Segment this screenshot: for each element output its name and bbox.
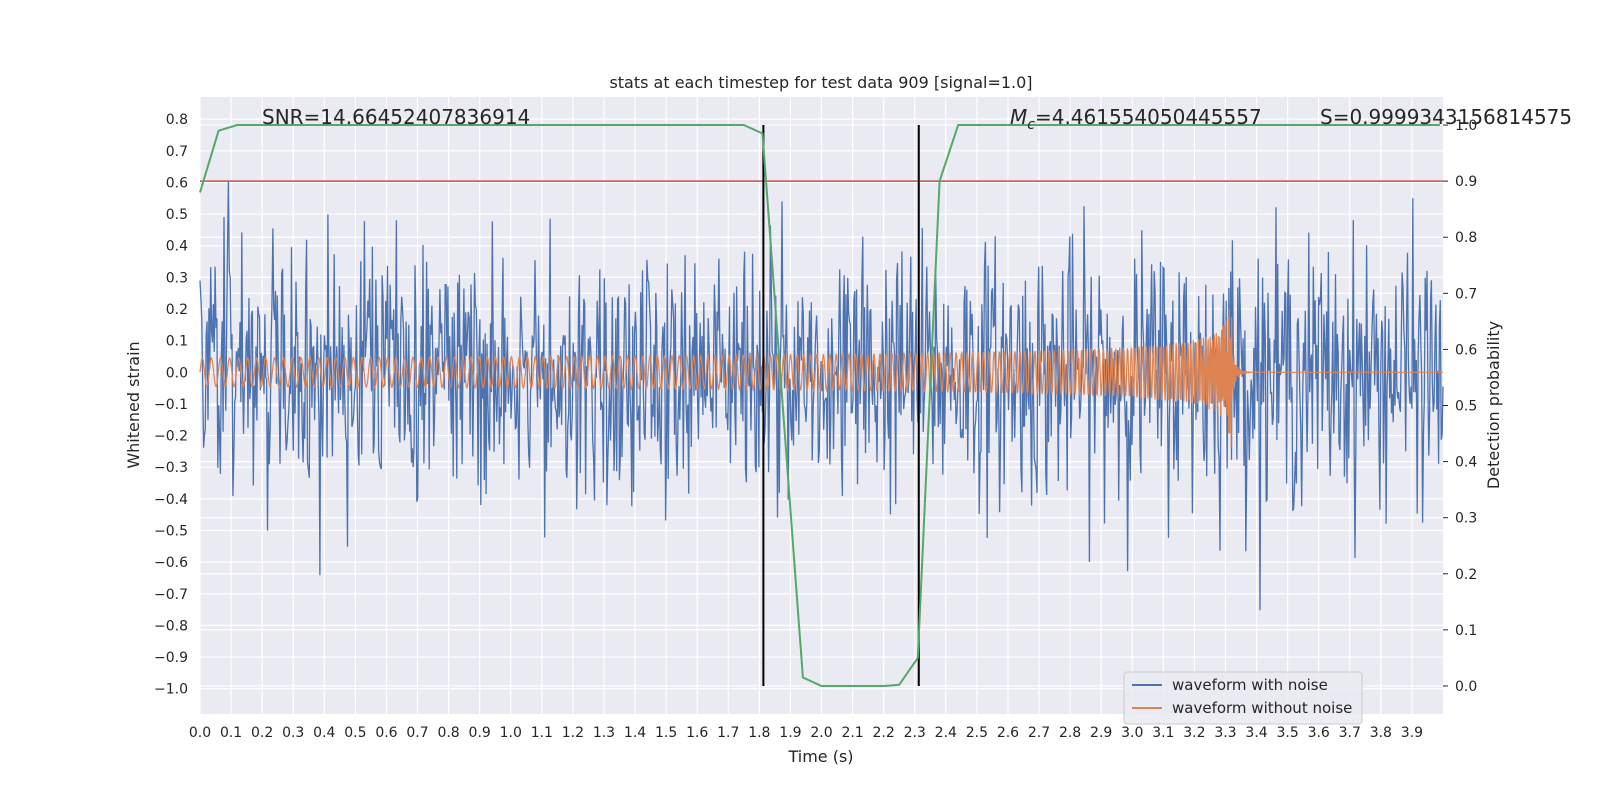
series-detection-probability	[199, 124, 1440, 687]
y-tick-label: 0.4	[166, 239, 188, 255]
y2-tick-label: 0.0	[1455, 679, 1477, 695]
x-tick-label: 2.0	[810, 725, 832, 741]
x-tick-label: 2.5	[966, 725, 988, 741]
legend: waveform with noise waveform without noi…	[1123, 671, 1363, 725]
x-tick-label: 1.1	[531, 725, 553, 741]
y-tick-label: −0.4	[154, 492, 188, 508]
x-tick-label: 2.3	[904, 725, 926, 741]
x-tick-label: 1.6	[686, 725, 708, 741]
x-tick-label: 0.4	[313, 725, 335, 741]
s-annotation: S=0.9999343156814575	[1320, 105, 1572, 129]
y-axis-label: Whitened strain	[124, 341, 143, 468]
y2-tick-label: 0.6	[1455, 342, 1477, 358]
y-tick-label: 0.7	[166, 144, 188, 160]
x-tick-label: 3.0	[1121, 725, 1143, 741]
chirp-mass-symbol: M	[1010, 105, 1027, 129]
x-tick-label: 3.6	[1308, 725, 1330, 741]
chart-title: stats at each timestep for test data 909…	[609, 73, 1032, 92]
x-tick-label: 2.1	[841, 725, 863, 741]
x-tick-label: 2.7	[1028, 725, 1050, 741]
y2-tick-label: 0.1	[1455, 623, 1477, 639]
legend-box	[1123, 671, 1363, 725]
chirp-mass-annotation: Mc=4.461554050445557	[1010, 105, 1262, 133]
overlay-layer	[199, 124, 1443, 687]
y-tick-label: 0.1	[166, 334, 188, 350]
y-tick-label: 0.8	[166, 112, 188, 128]
y2-tick-label: 0.9	[1455, 174, 1477, 190]
y-tick-label: −0.3	[154, 460, 188, 476]
x-tick-label: 3.7	[1339, 725, 1361, 741]
grid	[199, 97, 1443, 714]
y-tick-label: −1.0	[154, 682, 188, 698]
x-tick-label: 1.9	[779, 725, 801, 741]
x-tick-label: 2.2	[873, 725, 895, 741]
y2-tick-label: 0.8	[1455, 230, 1477, 246]
x-tick-label: 1.3	[593, 725, 615, 741]
chirp-mass-value: =4.461554050445557	[1035, 105, 1262, 129]
x-tick-label: 2.6	[997, 725, 1019, 741]
y-tick-label: −0.2	[154, 429, 188, 445]
y-tick-label: −0.5	[154, 523, 188, 539]
x-tick-label: 3.9	[1401, 725, 1423, 741]
x-axis-label: Time (s)	[787, 747, 853, 766]
x-tick-label: 0.3	[282, 725, 304, 741]
x-tick-label: 1.4	[624, 725, 646, 741]
x-tick-label: 0.5	[344, 725, 366, 741]
tick-layer: 0.0 0.1 0.2 0.3 0.4 0.5 0.6 0.7 0.8 0.9 1.0 1.1 1.2 1…	[154, 112, 1477, 741]
x-tick-label: 1.5	[655, 725, 677, 741]
x-tick-label: 3.3	[1214, 725, 1236, 741]
x-tick-label: 1.7	[717, 725, 739, 741]
series-waveform-without-noise	[199, 308, 1443, 448]
y-tick-label: −0.6	[154, 555, 188, 571]
x-tick-label: 0.0	[189, 725, 211, 741]
y2-tick-label: 0.3	[1455, 511, 1477, 527]
x-tick-label: 2.4	[935, 725, 957, 741]
y2-tick-label: 0.2	[1455, 567, 1477, 583]
y-tick-label: −0.1	[154, 397, 188, 413]
x-tick-label: 1.0	[500, 725, 522, 741]
snr-annotation: SNR=14.66452407836914	[262, 105, 530, 129]
y-tick-label: 0.6	[166, 175, 188, 191]
y-tick-label: 0.0	[166, 365, 188, 381]
x-tick-label: 0.9	[469, 725, 491, 741]
chirp-mass-subscript: c	[1027, 117, 1035, 133]
x-tick-label: 1.2	[562, 725, 584, 741]
y-tick-label: 0.2	[166, 302, 188, 318]
x-tick-label: 3.8	[1370, 725, 1392, 741]
x-tick-label: 0.8	[437, 725, 459, 741]
y2-tick-label: 0.5	[1455, 399, 1477, 415]
y2-tick-label: 0.4	[1455, 455, 1477, 471]
x-tick-label: 3.1	[1152, 725, 1174, 741]
x-tick-label: 2.8	[1059, 725, 1081, 741]
x-tick-label: 1.8	[748, 725, 770, 741]
y-tick-label: 0.3	[166, 270, 188, 286]
x-tick-label: 0.6	[375, 725, 397, 741]
y2-tick-label: 0.7	[1455, 286, 1477, 302]
x-tick-label: 3.4	[1245, 725, 1267, 741]
x-tick-label: 3.5	[1276, 725, 1298, 741]
y-tick-label: −0.9	[154, 650, 188, 666]
series-layer	[199, 181, 1444, 611]
legend-label-noise: waveform with noise	[1172, 676, 1328, 694]
x-tick-label: 0.1	[220, 725, 242, 741]
y-tick-label: −0.8	[154, 618, 188, 634]
x-tick-label: 3.2	[1183, 725, 1205, 741]
x-tick-label: 0.2	[251, 725, 273, 741]
y-tick-label: −0.7	[154, 587, 188, 603]
x-tick-label: 2.9	[1090, 725, 1112, 741]
y2-tick-label: 1.0	[1455, 118, 1477, 134]
legend-label-clean: waveform without noise	[1172, 699, 1352, 717]
x-tick-label: 0.7	[406, 725, 428, 741]
y-tick-label: 0.5	[166, 207, 188, 223]
y2-axis-label: Detection probability	[1484, 321, 1503, 489]
